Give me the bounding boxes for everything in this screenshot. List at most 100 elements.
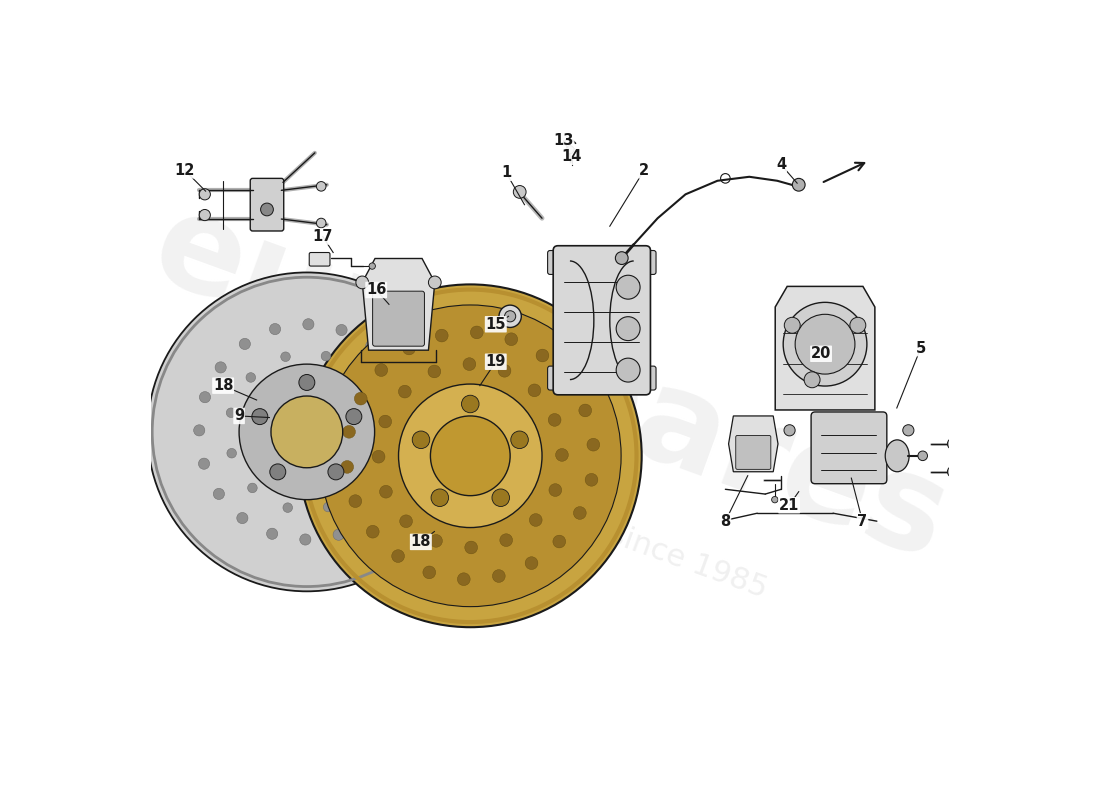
Circle shape <box>399 515 412 528</box>
Circle shape <box>425 494 438 507</box>
Circle shape <box>947 466 958 478</box>
Text: 20: 20 <box>811 346 832 362</box>
Circle shape <box>239 364 375 500</box>
Circle shape <box>615 252 628 265</box>
FancyBboxPatch shape <box>373 291 425 346</box>
Circle shape <box>409 428 420 439</box>
Text: 9: 9 <box>234 409 244 423</box>
Circle shape <box>495 501 508 514</box>
Circle shape <box>333 529 344 540</box>
Circle shape <box>903 425 914 436</box>
Circle shape <box>227 449 236 458</box>
Circle shape <box>299 285 641 627</box>
Circle shape <box>436 329 448 342</box>
Circle shape <box>345 409 362 425</box>
Circle shape <box>422 566 436 578</box>
Circle shape <box>458 573 470 586</box>
Circle shape <box>947 438 958 450</box>
Circle shape <box>505 310 516 322</box>
Text: 2: 2 <box>639 163 649 178</box>
FancyBboxPatch shape <box>548 250 656 274</box>
Circle shape <box>299 374 315 390</box>
Circle shape <box>431 489 449 506</box>
Circle shape <box>356 276 369 289</box>
Circle shape <box>585 474 598 486</box>
Circle shape <box>428 276 441 289</box>
Circle shape <box>549 484 562 497</box>
Circle shape <box>280 352 290 362</box>
Circle shape <box>409 426 421 439</box>
Circle shape <box>469 390 482 402</box>
Circle shape <box>783 302 867 386</box>
Circle shape <box>266 528 277 539</box>
Circle shape <box>403 461 415 472</box>
Circle shape <box>430 416 510 496</box>
Circle shape <box>392 550 405 562</box>
Circle shape <box>519 473 531 486</box>
Circle shape <box>199 392 210 402</box>
Circle shape <box>528 384 541 397</box>
Circle shape <box>784 318 800 334</box>
Text: 17: 17 <box>312 229 333 244</box>
Circle shape <box>379 486 393 498</box>
Circle shape <box>377 446 387 456</box>
Circle shape <box>522 436 535 449</box>
Circle shape <box>368 263 375 270</box>
Text: 19: 19 <box>485 354 506 370</box>
Circle shape <box>498 364 510 377</box>
Text: 5: 5 <box>915 341 926 356</box>
Circle shape <box>199 210 210 221</box>
Circle shape <box>412 431 430 449</box>
Text: 15: 15 <box>485 317 506 332</box>
Circle shape <box>246 373 255 382</box>
FancyBboxPatch shape <box>548 366 656 390</box>
Circle shape <box>505 333 518 346</box>
Circle shape <box>387 490 398 502</box>
Circle shape <box>239 338 251 350</box>
Circle shape <box>317 182 326 191</box>
Text: 16: 16 <box>366 282 386 298</box>
Circle shape <box>321 351 331 361</box>
Circle shape <box>471 326 483 338</box>
Circle shape <box>556 449 569 462</box>
Circle shape <box>406 463 418 476</box>
Circle shape <box>270 323 280 334</box>
Text: 18: 18 <box>213 378 233 393</box>
Circle shape <box>398 384 542 527</box>
Circle shape <box>499 305 521 327</box>
Polygon shape <box>776 286 875 410</box>
Circle shape <box>579 404 592 417</box>
Circle shape <box>283 503 293 513</box>
FancyBboxPatch shape <box>309 253 330 266</box>
Circle shape <box>917 451 927 461</box>
Circle shape <box>463 358 476 370</box>
Text: 7: 7 <box>857 514 868 529</box>
Circle shape <box>343 426 355 438</box>
Ellipse shape <box>886 440 909 472</box>
Circle shape <box>377 406 387 415</box>
Circle shape <box>525 557 538 570</box>
Circle shape <box>349 494 362 507</box>
Circle shape <box>147 273 466 591</box>
Circle shape <box>616 317 640 341</box>
Circle shape <box>366 340 377 351</box>
Circle shape <box>227 408 235 418</box>
Circle shape <box>216 362 227 373</box>
Circle shape <box>261 203 274 216</box>
Circle shape <box>587 438 600 451</box>
Text: 1: 1 <box>500 166 512 180</box>
Circle shape <box>317 218 326 228</box>
Circle shape <box>199 189 210 200</box>
Circle shape <box>252 409 267 425</box>
Circle shape <box>771 497 778 503</box>
Circle shape <box>784 425 795 436</box>
Circle shape <box>529 514 542 526</box>
Circle shape <box>378 415 392 428</box>
Circle shape <box>553 535 565 548</box>
Circle shape <box>795 314 855 374</box>
FancyBboxPatch shape <box>736 435 771 470</box>
Circle shape <box>404 394 415 406</box>
Circle shape <box>323 502 333 512</box>
Circle shape <box>428 365 441 378</box>
Circle shape <box>299 534 311 545</box>
